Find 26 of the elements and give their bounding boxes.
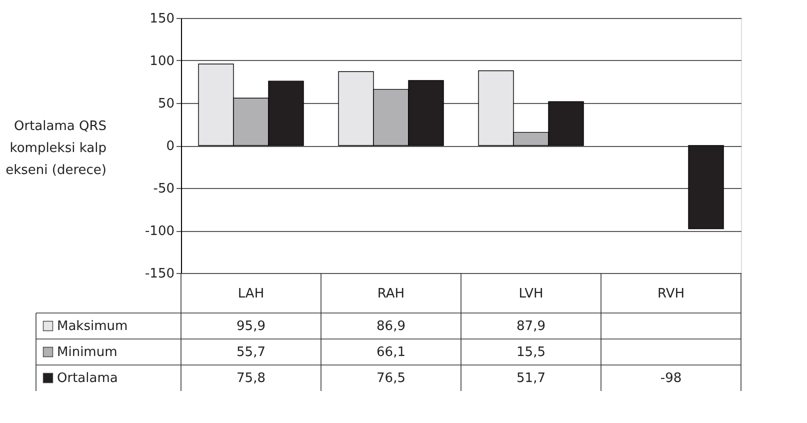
data-label: 95,9 bbox=[236, 319, 266, 334]
y-axis-title: Ortalama QRS kompleksi kalp ekseni (derece) bbox=[6, 119, 106, 178]
y-tick-label: 150 bbox=[150, 12, 174, 26]
data-label: 51,7 bbox=[516, 371, 546, 386]
bar bbox=[688, 145, 724, 230]
data-label: -98 bbox=[660, 371, 682, 386]
y-tick-label: -50 bbox=[153, 182, 174, 196]
y-tick-label: -150 bbox=[144, 266, 174, 282]
x-tick-label: RAH bbox=[377, 286, 405, 302]
y-tick-label: 50 bbox=[158, 96, 174, 112]
data-label: 75,8 bbox=[236, 371, 266, 386]
data-label: 55,7 bbox=[236, 345, 266, 360]
data-label: 87,9 bbox=[516, 319, 546, 334]
y-tick-label: 0 bbox=[166, 139, 174, 154]
data-label: 66,1 bbox=[376, 345, 406, 360]
x-tick-label: LAH bbox=[238, 286, 264, 302]
legend-label: Maksimum bbox=[57, 319, 128, 334]
data-label: 76,5 bbox=[376, 371, 406, 386]
data-label: 15,5 bbox=[516, 345, 546, 360]
legend-label: Minimum bbox=[57, 345, 118, 360]
y-tick-label: -100 bbox=[144, 224, 174, 239]
y-tick-label: 100 bbox=[150, 54, 174, 69]
x-tick-label: RVH bbox=[658, 286, 684, 302]
data-label: 86,9 bbox=[376, 319, 406, 334]
x-tick-label: LVH bbox=[518, 286, 544, 302]
legend-label: Ortalama bbox=[57, 371, 118, 386]
